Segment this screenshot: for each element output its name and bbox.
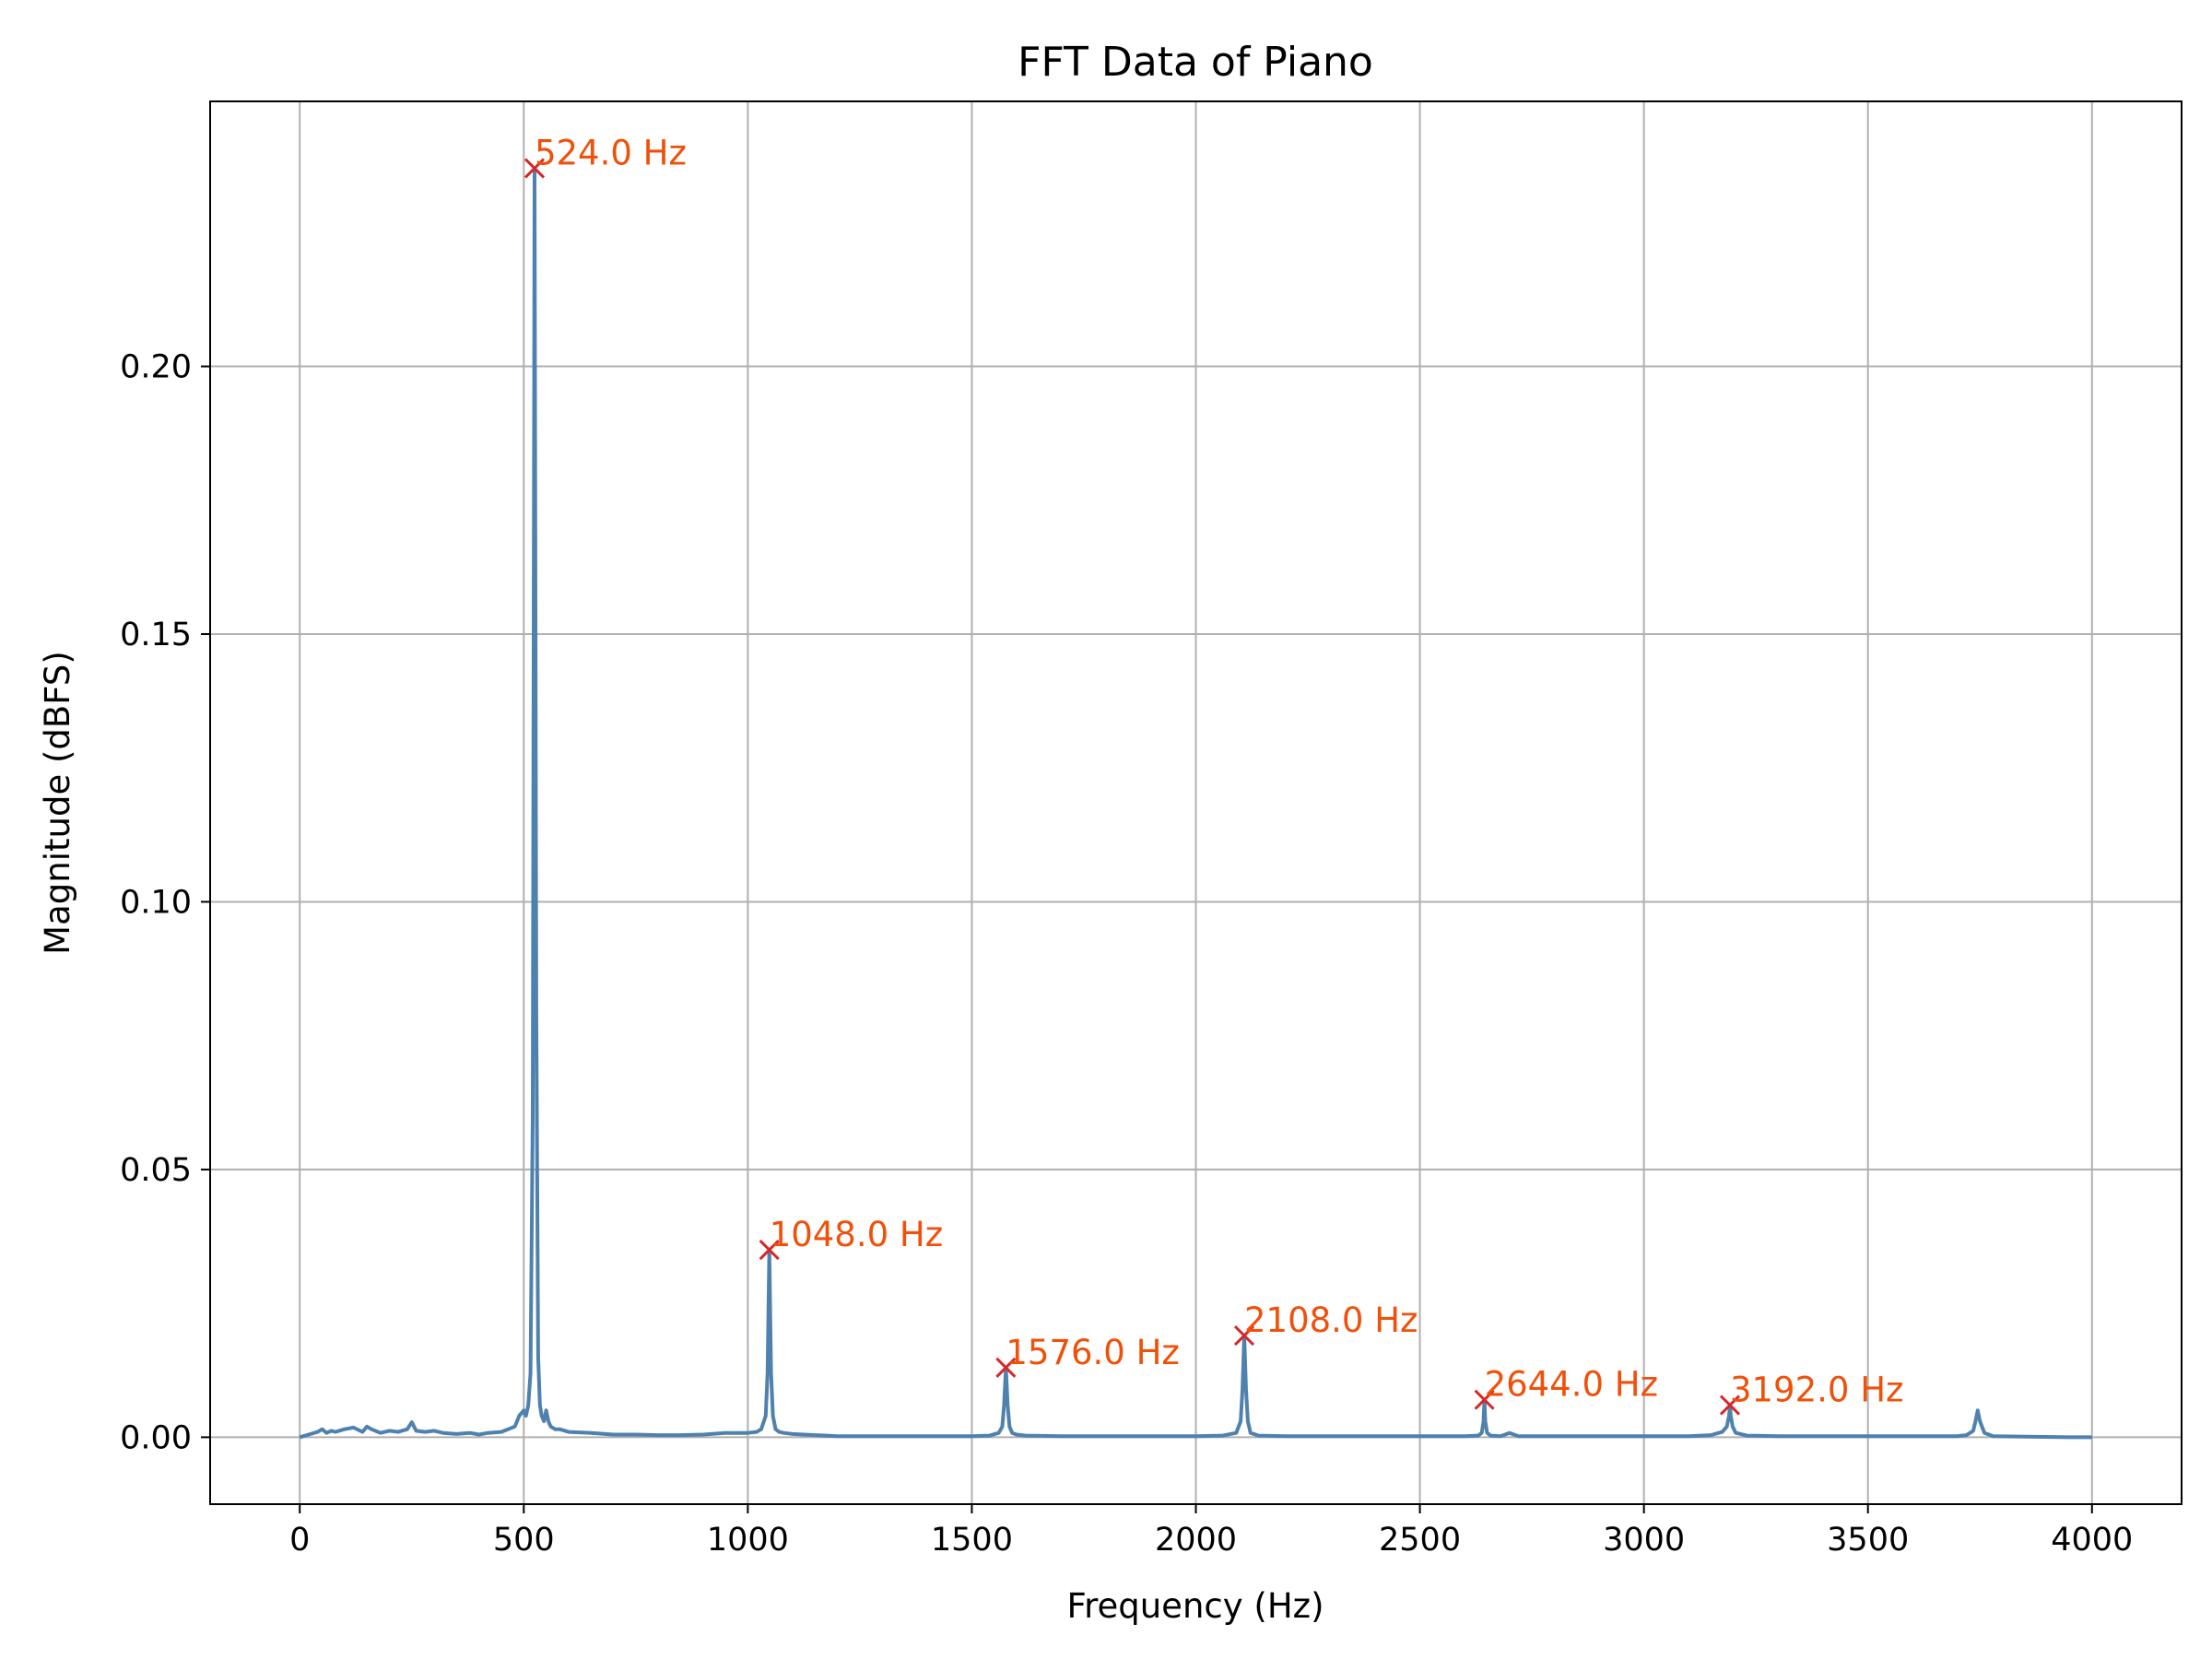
peak-label: 2644.0 Hz xyxy=(1485,1365,1658,1405)
peak-label: 3192.0 Hz xyxy=(1730,1371,1903,1410)
x-tick-label: 0 xyxy=(289,1522,310,1559)
peak-label: 1576.0 Hz xyxy=(1006,1333,1179,1372)
y-tick-label: 0.05 xyxy=(120,1152,192,1189)
peak-label: 1048.0 Hz xyxy=(770,1215,943,1254)
y-tick-label: 0.00 xyxy=(120,1419,192,1456)
series-layer xyxy=(299,166,2092,1440)
peak-marker xyxy=(1719,1394,1741,1416)
peak-marker xyxy=(995,1357,1017,1378)
peak-marker xyxy=(1233,1324,1255,1347)
fft-series-line xyxy=(299,166,2092,1440)
peak-label: 524.0 Hz xyxy=(535,134,687,173)
x-tick-label: 2000 xyxy=(1155,1522,1237,1559)
chart-title: FFT Data of Piano xyxy=(1018,39,1373,86)
peak-markers xyxy=(524,158,1741,1416)
x-tick-label: 4000 xyxy=(2051,1522,2133,1559)
x-tick-label: 3500 xyxy=(1827,1522,1909,1559)
x-axis-label: Frequency (Hz) xyxy=(1066,1586,1324,1626)
y-tick-label: 0.20 xyxy=(120,349,192,386)
axis-ticks: 0 500 1000 1500 2000 2500 3000 3500 4000 0.00 0.05… xyxy=(120,349,2133,1559)
peak-annotations: 524.0 Hz 1048.0 Hz 1576.0 Hz 2108.0 Hz 2644.… xyxy=(535,134,1903,1410)
x-tick-label: 1000 xyxy=(707,1522,789,1559)
peak-marker xyxy=(759,1240,780,1261)
x-tick-label: 500 xyxy=(493,1522,555,1559)
y-tick-label: 0.10 xyxy=(120,884,192,921)
peak-marker xyxy=(1474,1389,1495,1410)
y-tick-label: 0.15 xyxy=(120,617,192,653)
y-axis-label: Magnitude (dBFS) xyxy=(38,651,77,955)
x-tick-label: 3000 xyxy=(1603,1522,1685,1559)
x-tick-label: 1500 xyxy=(931,1522,1013,1559)
peak-marker xyxy=(524,158,546,179)
x-tick-label: 2500 xyxy=(1379,1522,1461,1559)
peak-label: 2108.0 Hz xyxy=(1244,1300,1418,1340)
